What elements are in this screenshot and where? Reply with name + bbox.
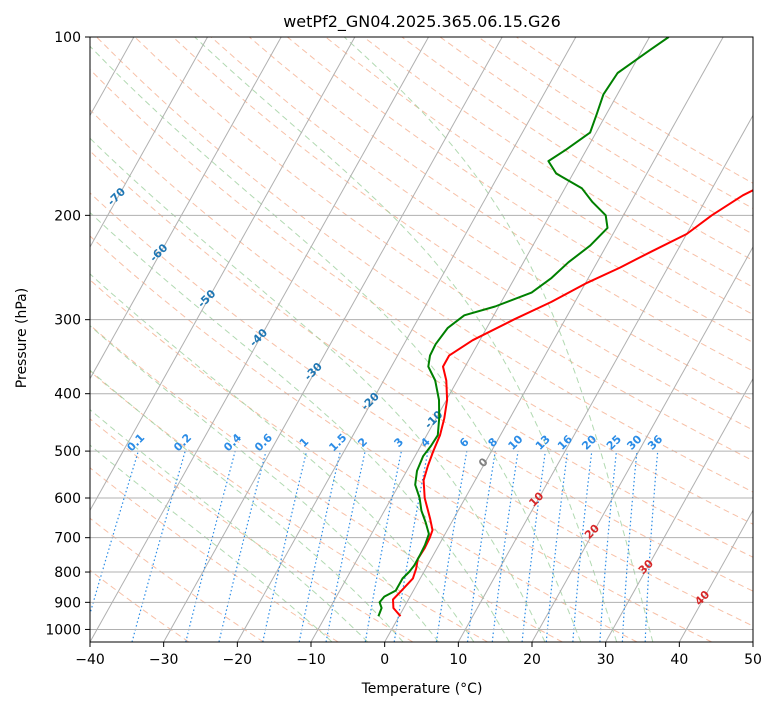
dry-adiabat-line — [90, 370, 488, 642]
mixing-ratio-line — [435, 450, 468, 642]
mixing-ratio-line — [262, 450, 308, 642]
y-tick-label: 700 — [54, 531, 81, 547]
moist-adiabat-line — [90, 212, 510, 642]
moist-adiabat-line — [194, 37, 618, 642]
y-tick-label: 300 — [54, 313, 81, 329]
x-tick-label: 30 — [597, 652, 615, 668]
x-tick-label: −40 — [75, 652, 105, 668]
mixing-ratio-line — [218, 450, 267, 642]
y-tick-label: 900 — [54, 595, 81, 611]
dry-adiabat-line — [90, 467, 339, 642]
isotherm-line — [384, 37, 724, 642]
isotherm-line — [90, 37, 208, 249]
dry-adiabat-line — [96, 37, 753, 493]
mixing-ratio-line — [90, 450, 139, 616]
isotherm-line — [457, 114, 753, 642]
dry-adiabat-line — [90, 235, 712, 642]
mixing-ratio-lines — [90, 450, 659, 642]
isotherms — [90, 37, 753, 642]
isotherm-line — [605, 377, 753, 642]
mixing-ratio-line — [185, 450, 236, 642]
x-tick-label: 20 — [523, 652, 541, 668]
x-tick-label: 40 — [670, 652, 688, 668]
dry-adiabat-line — [90, 279, 638, 642]
moist-adiabat-line — [90, 273, 475, 642]
mixing-ratio-line — [521, 451, 546, 642]
moist-adiabat-line — [90, 325, 439, 642]
y-tick-label: 800 — [54, 565, 81, 581]
isotherm-line — [90, 37, 282, 380]
y-tick-label: 200 — [54, 208, 81, 224]
y-tick-label: 400 — [54, 387, 81, 403]
isotherm-line — [90, 37, 356, 512]
dry-adiabat-line — [90, 192, 753, 627]
x-tick-label: 50 — [744, 652, 762, 668]
isotherm-line — [163, 37, 503, 642]
dry-adiabat-line — [90, 569, 190, 642]
moist-adiabat-line — [90, 444, 333, 642]
dry-adiabat-line — [134, 37, 753, 462]
dry-adiabat-line — [287, 37, 753, 343]
mixing-ratio-line — [131, 450, 186, 642]
y-axis-title: Pressure (hPa) — [14, 288, 30, 388]
isotherm-line — [236, 37, 577, 642]
profile-series — [377, 37, 753, 617]
mixing-ratio-line — [466, 450, 496, 642]
mixing-ratio-line — [491, 451, 519, 642]
x-axis-ticks: −40 −30 −20 −10 0 10 20 30 40 50 — [75, 642, 762, 668]
moist-adiabat-line — [90, 137, 546, 642]
y-tick-label: 100 — [54, 30, 81, 46]
x-tick-label: −10 — [296, 652, 326, 668]
y-tick-label: 600 — [54, 491, 81, 507]
moist-adiabat-line — [90, 45, 582, 642]
isotherm-line — [678, 509, 753, 642]
dry-adiabat-line — [90, 324, 563, 642]
moist-adiabat-line — [90, 369, 404, 642]
x-tick-label: 0 — [380, 652, 389, 668]
dry-adiabat-line — [90, 150, 753, 592]
moist-adiabats — [90, 37, 654, 642]
mixing-ratio-line — [572, 451, 593, 642]
isotherm-line — [90, 37, 429, 642]
dewpoint-profile-line — [377, 37, 670, 617]
y-tick-label: 500 — [54, 444, 81, 460]
isotherm-line — [531, 246, 753, 642]
isotherm-line — [310, 37, 650, 642]
x-axis-title: Temperature (°C) — [361, 681, 483, 697]
mixing-ratio-line — [599, 451, 618, 642]
y-axis-ticks: 100 200 300 400 500 600 700 800 900 1000 — [45, 30, 90, 638]
y-tick-label: 1000 — [45, 622, 81, 638]
x-tick-label: −20 — [223, 652, 253, 668]
mixing-ratio-line — [298, 450, 341, 642]
plot-frame — [89, 36, 754, 643]
moist-adiabat-line — [90, 408, 368, 642]
x-tick-label: 10 — [449, 652, 467, 668]
moist-adiabat-line — [343, 37, 654, 642]
pressure-gridlines — [90, 37, 753, 630]
dry-adiabat-line — [90, 68, 753, 525]
chart-title: wetPf2_GN04.2025.365.06.15.G26 — [283, 12, 561, 32]
x-tick-label: −30 — [149, 652, 179, 668]
dry-adiabat-line — [90, 517, 264, 642]
mixing-ratio-line — [545, 451, 569, 642]
